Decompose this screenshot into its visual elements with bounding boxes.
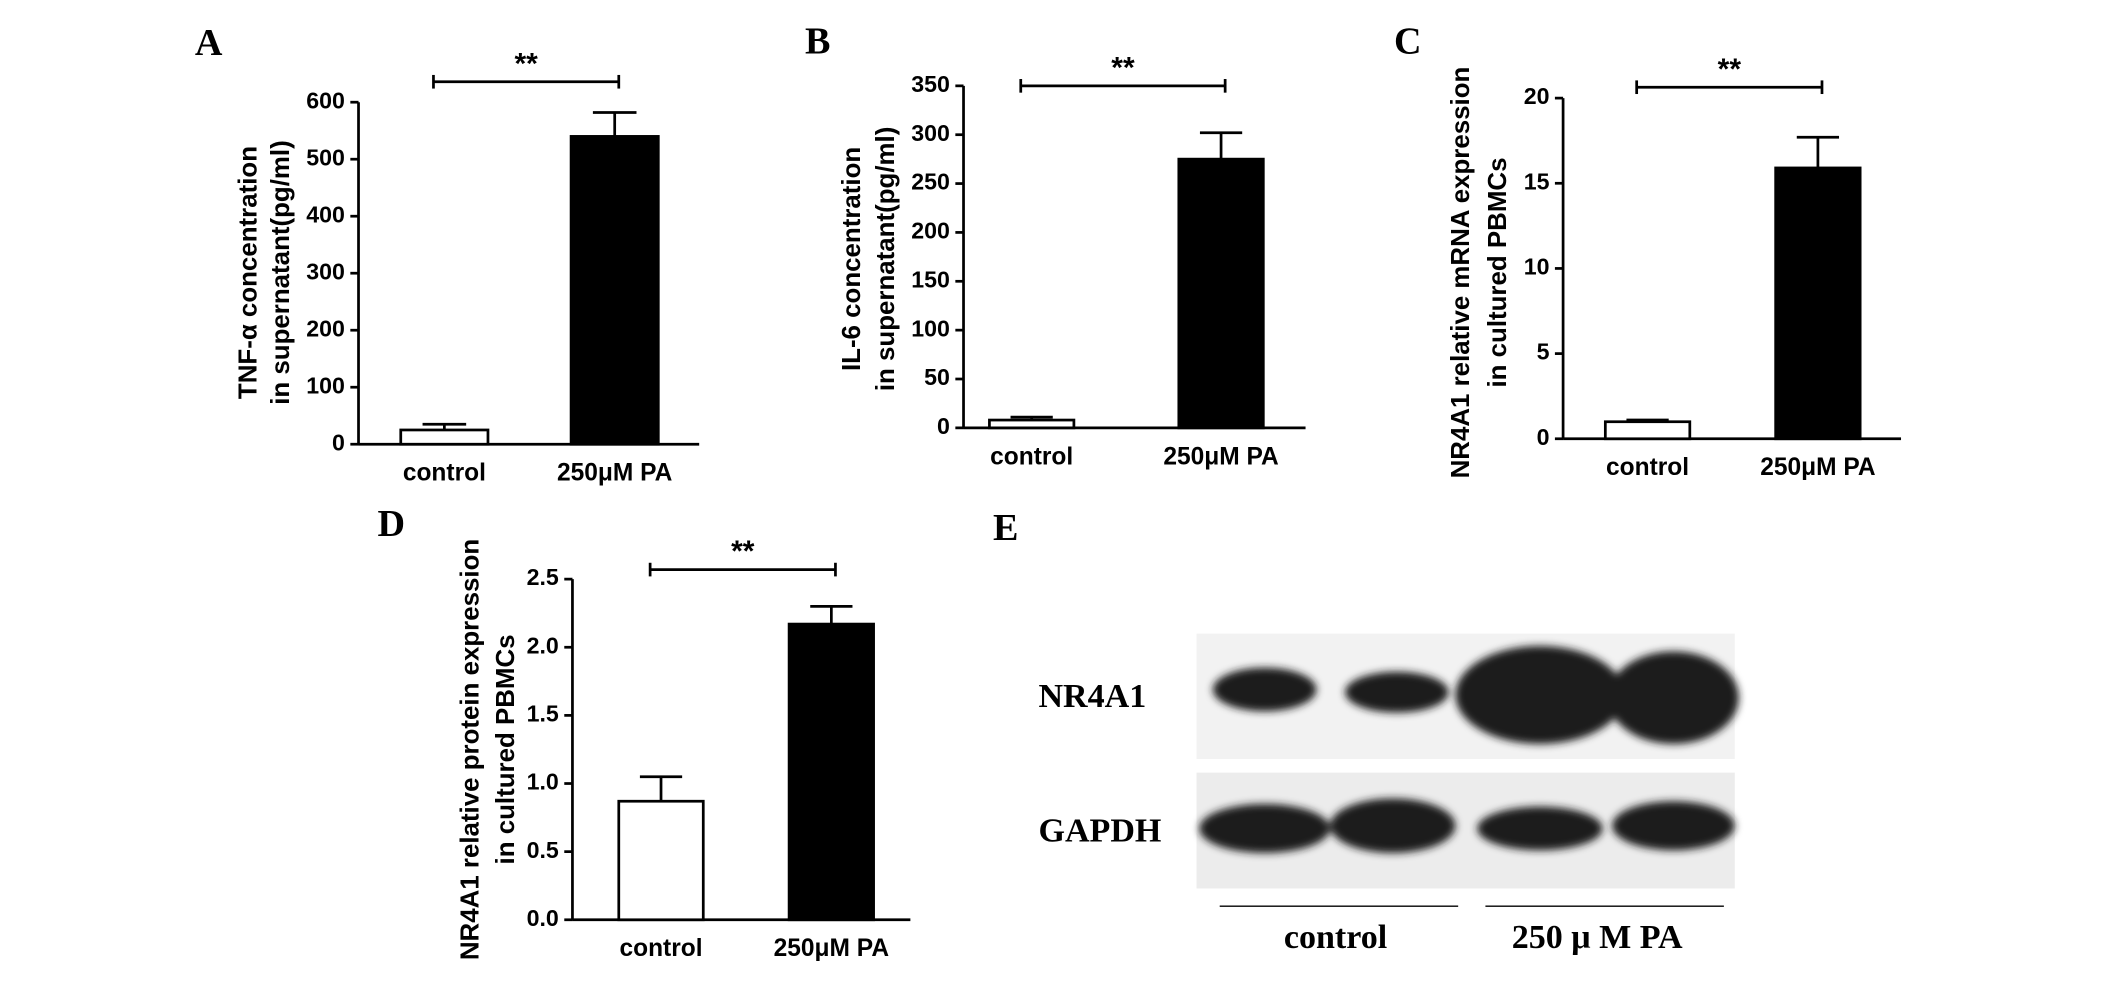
panel-letter: A [195,22,223,64]
bar [569,135,660,446]
x-tick-label: 250μM PA [1760,454,1876,481]
panel-letter: B [805,21,830,63]
y-tick-label: 5 [1537,339,1550,365]
y-axis-label: in cultured PBMCs [492,634,520,864]
y-tick-label: 500 [306,144,345,170]
band [1345,671,1449,713]
y-tick-label: 350 [911,71,950,97]
bar-chart: B IL-6 concentration in supernatant(pg/ml)… [805,21,1306,470]
y-tick-label: 100 [306,372,345,398]
bar [787,622,875,922]
y-tick-label: 1.5 [527,701,559,727]
y-tick-label: 0 [937,413,950,439]
x-tick-label: control [1606,454,1689,481]
panel-letter: C [1394,21,1422,63]
y-axis-label: TNF-α concentration [234,146,262,399]
y-tick-label: 1.0 [527,769,559,795]
y-tick-label: 100 [911,315,950,341]
band [1608,651,1739,744]
bar-chart: D NR4A1 relative protein expression in cul… [377,503,911,962]
y-axis-label: NR4A1 relative protein expression [456,539,484,960]
y-axis-label: IL-6 concentration [838,147,866,371]
bar [617,799,705,922]
bar [1603,420,1692,441]
y-tick-label: 0 [332,429,345,455]
bar [1774,166,1862,441]
x-tick-label: control [619,935,702,962]
band [1330,798,1456,854]
band [1477,806,1603,851]
y-tick-label: 50 [924,364,950,390]
bar [1177,157,1265,430]
blot-panel: E NR4A1 GAPDH control 250 μ M PA [993,507,1739,956]
y-tick-label: 2.5 [527,564,559,590]
significance-label: ** [1111,51,1135,84]
bar-chart: C NR4A1 relative mRNA expression in cultur… [1394,21,1902,481]
x-tick-label: 250μM PA [557,460,673,487]
y-tick-label: 0.5 [527,837,559,863]
band [1455,645,1625,744]
band [1212,667,1317,712]
y-tick-label: 15 [1524,168,1550,194]
y-axis-label: NR4A1 relative mRNA expression [1447,67,1475,479]
y-axis-label: in supernatant(pg/ml) [267,140,295,404]
y-tick-label: 400 [306,201,345,227]
significance-label: ** [1718,53,1742,86]
bar [399,428,490,446]
x-tick-label: control [990,443,1073,470]
x-tick-label: 250μM PA [1163,443,1279,470]
panel-letter: D [377,503,405,545]
x-tick-label: control [403,460,486,487]
y-tick-label: 200 [306,315,345,341]
y-tick-label: 0 [1537,424,1550,450]
significance-label: ** [731,535,755,568]
y-tick-label: 20 [1524,83,1550,109]
y-tick-label: 200 [911,218,950,244]
y-tick-label: 300 [911,120,950,146]
y-axis-label: in cultured PBMCs [1484,158,1512,388]
band [1199,803,1331,854]
group-label: 250 μ M PA [1512,919,1683,956]
y-tick-label: 0.0 [527,905,559,931]
bar [988,418,1076,430]
y-tick-label: 150 [911,266,950,292]
row-label: NR4A1 [1038,678,1146,715]
y-axis-label: in supernatant(pg/ml) [872,127,900,391]
group-label: control [1284,919,1387,956]
row-label: GAPDH [1038,813,1161,850]
y-tick-label: 300 [306,258,345,284]
y-tick-label: 2.0 [527,632,559,658]
panel-letter: E [993,507,1018,549]
significance-label: ** [514,47,538,80]
band [1612,801,1735,851]
y-tick-label: 10 [1524,254,1550,280]
bar-chart: A TNF-α concentration in supernatant(pg/ml… [195,22,700,487]
y-tick-label: 600 [306,87,345,113]
x-tick-label: 250μM PA [774,935,890,962]
y-tick-label: 250 [911,169,950,195]
